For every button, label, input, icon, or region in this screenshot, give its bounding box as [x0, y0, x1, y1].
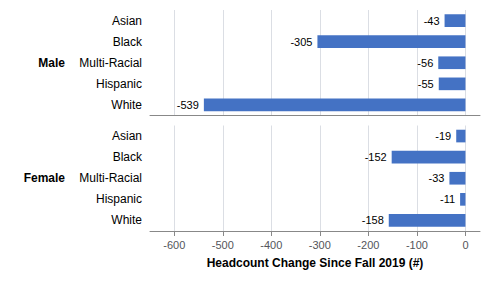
- svg-text:0: 0: [462, 239, 468, 251]
- svg-text:White: White: [111, 98, 142, 112]
- svg-text:Multi-Racial: Multi-Racial: [79, 56, 142, 70]
- svg-text:-100: -100: [406, 239, 428, 251]
- svg-text:Asian: Asian: [112, 14, 142, 28]
- svg-text:Multi-Racial: Multi-Racial: [79, 171, 142, 185]
- svg-text:Male: Male: [38, 56, 65, 70]
- svg-text:White: White: [111, 213, 142, 227]
- svg-text:-305: -305: [290, 36, 312, 48]
- svg-text:Hispanic: Hispanic: [96, 192, 142, 206]
- svg-text:Hispanic: Hispanic: [96, 77, 142, 91]
- svg-text:-500: -500: [212, 239, 234, 251]
- svg-text:-539: -539: [177, 99, 199, 111]
- svg-text:-200: -200: [357, 239, 379, 251]
- svg-text:Black: Black: [113, 150, 143, 164]
- svg-text:-43: -43: [424, 15, 440, 27]
- svg-text:Asian: Asian: [112, 129, 142, 143]
- svg-text:Female: Female: [24, 171, 66, 185]
- svg-text:-158: -158: [362, 214, 384, 226]
- svg-text:-152: -152: [365, 151, 387, 163]
- svg-text:-19: -19: [435, 130, 451, 142]
- svg-text:Black: Black: [113, 35, 143, 49]
- svg-text:Headcount Change Since Fall 20: Headcount Change Since Fall 2019 (#): [207, 256, 424, 270]
- svg-text:-56: -56: [417, 57, 433, 69]
- svg-text:-600: -600: [163, 239, 185, 251]
- svg-text:-300: -300: [309, 239, 331, 251]
- svg-text:-33: -33: [429, 172, 445, 184]
- svg-text:-55: -55: [418, 78, 434, 90]
- svg-text:-11: -11: [440, 193, 455, 205]
- svg-text:-400: -400: [260, 239, 282, 251]
